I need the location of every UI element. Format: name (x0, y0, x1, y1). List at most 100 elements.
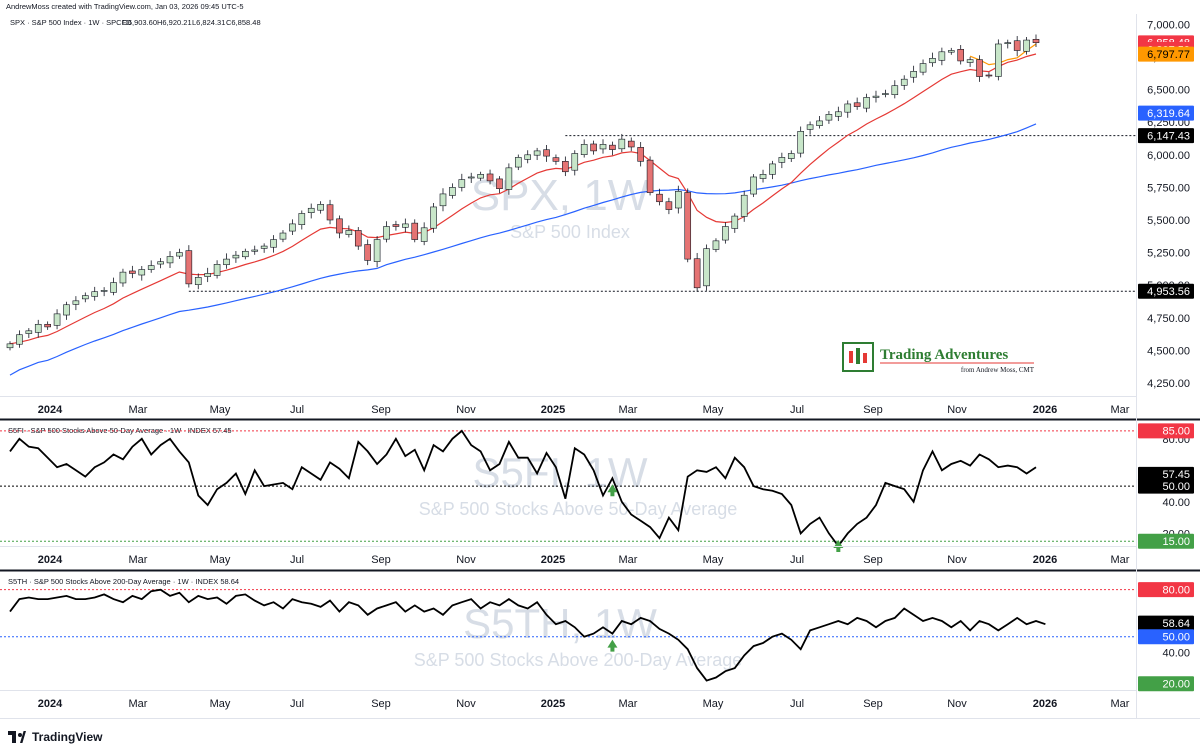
candle (486, 169, 494, 185)
time-axis-label: Nov (947, 404, 967, 416)
candle (524, 150, 532, 164)
candle-body (420, 227, 428, 242)
candle-body (646, 159, 654, 193)
time-axis-label: Jul (290, 698, 304, 710)
price-axis-label: 40.00 (1162, 497, 1190, 509)
candle-body (298, 213, 306, 225)
candle-body (684, 192, 692, 260)
candle-body (524, 154, 532, 160)
value-badge: 80.00 (1138, 582, 1194, 598)
candle (562, 156, 569, 177)
candle (260, 243, 268, 253)
watermark-symbol: SPX, 1W (471, 171, 650, 220)
time-axis-label: Nov (456, 554, 476, 566)
candle (147, 260, 155, 273)
candle-body (863, 97, 870, 109)
candle-body (1013, 40, 1021, 51)
candle-body (16, 334, 23, 345)
candle-body (147, 265, 155, 270)
time-axis-label: Nov (947, 554, 967, 566)
candles (6, 34, 1040, 351)
candle (496, 176, 503, 194)
tradingview-chart[interactable]: SPX, 1WS&P 500 Index SPX · S&P 500 Index … (0, 14, 1200, 718)
indicator-line (9, 588, 1046, 682)
candle-body (787, 153, 795, 159)
candle (298, 210, 306, 230)
time-axis-label: Mar (1111, 698, 1130, 710)
candle (270, 235, 277, 253)
watermark-symbol: S5FI, 1W (472, 449, 647, 496)
candle-body (204, 273, 211, 277)
logo-candle-green (856, 348, 860, 364)
candle (891, 80, 899, 99)
price-badge: 6,797.77 (1138, 46, 1194, 62)
candle-body (552, 157, 560, 162)
time-axis-label: Nov (456, 404, 476, 416)
price-axis-label: 5,250.00 (1147, 248, 1190, 260)
candle (430, 203, 437, 233)
candle-body (844, 103, 852, 113)
indicator-line (9, 429, 1037, 548)
value-badge: 20.00 (1138, 676, 1194, 692)
candle (336, 215, 343, 239)
candle (863, 93, 870, 113)
time-axis-label: 2026 (1033, 404, 1057, 416)
candle-body (929, 58, 936, 64)
candle (467, 172, 475, 183)
spx-ohlc-high: H6,920.21 (157, 18, 192, 27)
time-axis-label: Jul (290, 404, 304, 416)
time-axis-label: Mar (1111, 554, 1130, 566)
candle-body (251, 249, 259, 252)
candle-body (919, 63, 927, 73)
candle (373, 236, 381, 268)
value-badge: 15.00 (1138, 533, 1194, 549)
price-badge-bg (1138, 629, 1194, 645)
time-axis-label: May (703, 554, 724, 566)
price-axis-label: 4,500.00 (1147, 345, 1190, 357)
candle (816, 115, 823, 129)
price-badge-label: 6,319.64 (1147, 108, 1190, 120)
candle-body (336, 218, 343, 234)
candle-body (364, 244, 371, 261)
candle-body (392, 224, 400, 227)
candle (63, 301, 70, 320)
candle (637, 142, 644, 167)
candle (646, 156, 654, 196)
value-badge: 85.00 (1138, 423, 1194, 439)
candle-body (731, 215, 739, 229)
candle (750, 174, 757, 198)
candle-body (25, 330, 33, 334)
candle-body (1023, 39, 1030, 52)
candle (326, 199, 334, 225)
candle-body (373, 239, 381, 262)
tradingview-logo[interactable]: TradingView (8, 729, 102, 745)
candle (129, 265, 136, 279)
candle-body (449, 187, 456, 196)
candle-body (411, 222, 419, 240)
time-axis-label: May (703, 404, 724, 416)
candle (16, 330, 23, 348)
candle-body (1004, 42, 1012, 44)
candle-body (910, 71, 917, 78)
candle-body (938, 51, 946, 61)
candle-body (505, 167, 513, 190)
time-axis-label: Sep (371, 554, 391, 566)
candle-body (477, 174, 484, 179)
candle (693, 252, 701, 292)
candle-body (279, 232, 287, 240)
candle-body (891, 85, 899, 96)
time-axis-label: Mar (129, 698, 148, 710)
candle-body (458, 179, 466, 188)
spx-legend-title: SPX · S&P 500 Index · 1W · SPCFD (10, 18, 132, 27)
time-axis-label: Jul (290, 554, 304, 566)
candle (844, 100, 852, 118)
value-badge: 50.00 (1138, 629, 1194, 645)
candle-body (618, 138, 626, 150)
candle (759, 169, 767, 183)
candle (609, 141, 616, 156)
candle (712, 238, 720, 253)
candle-body (882, 93, 889, 95)
candle (317, 201, 324, 214)
candle-body (590, 143, 597, 152)
candle-body (627, 140, 635, 148)
